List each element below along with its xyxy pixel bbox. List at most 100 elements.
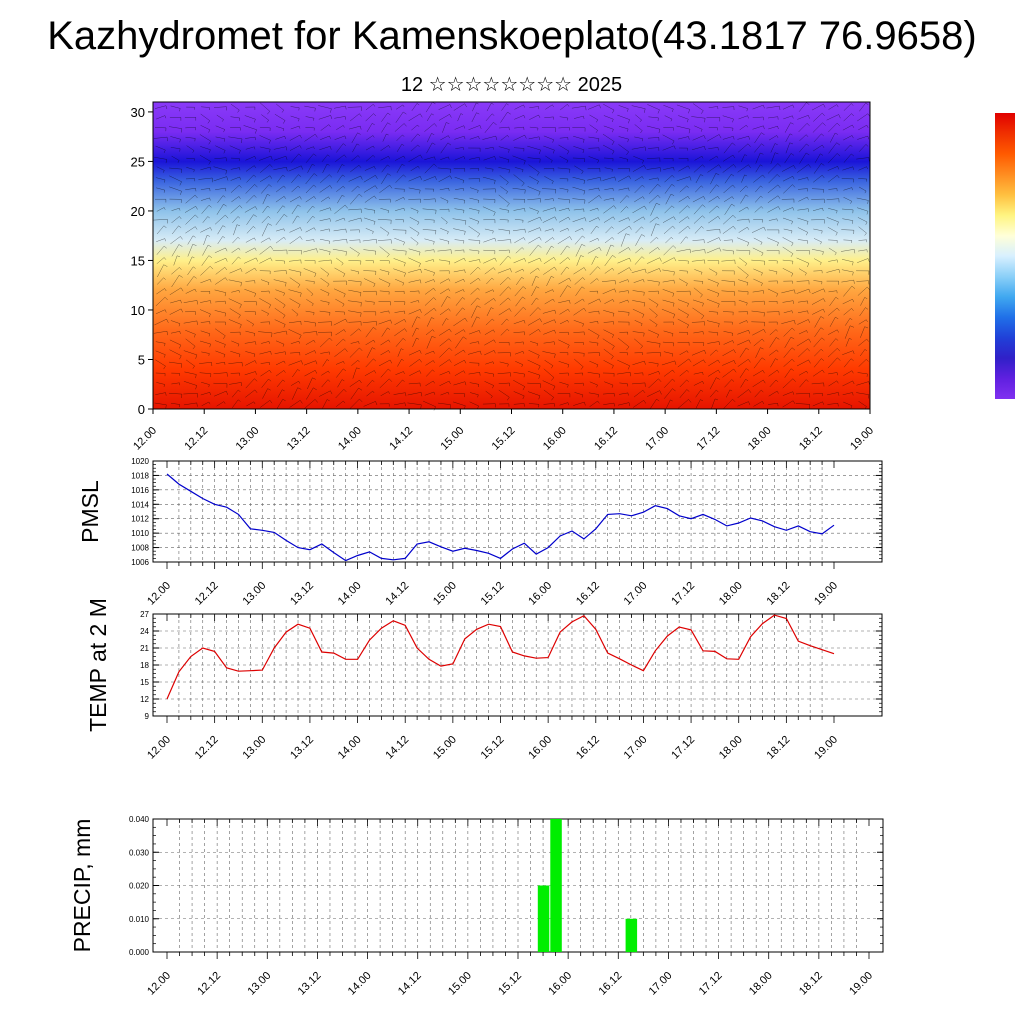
precip-ytick-label: 0.030: [129, 848, 150, 857]
precip-xtick-label: 12.00: [145, 970, 173, 998]
heatmap-xtick-label: 17.00: [643, 425, 671, 453]
heatmap-xtick-label: 14.00: [336, 425, 364, 453]
precip-xtick-label: 13.00: [245, 970, 273, 998]
precip-bar: [625, 918, 638, 953]
temp-xtick-label: 15.00: [431, 734, 459, 762]
temp-xtick-label: 12.12: [193, 734, 221, 762]
temp-xtick-label: 16.00: [526, 734, 554, 762]
temp-xtick-label: 18.00: [717, 734, 745, 762]
precip-panel: [152, 818, 884, 959]
pmsl-xtick-label: 17.12: [669, 580, 697, 608]
temp-ylabel: TEMP at 2 M: [85, 598, 111, 732]
pmsl-ytick-label: 1012: [131, 515, 149, 524]
precip-xtick-label: 13.12: [296, 970, 324, 998]
heatmap-xtick-label: 16.12: [592, 425, 620, 453]
precip-xtick-label: 12.12: [195, 970, 223, 998]
precip-ylabel: PRECIP, mm: [69, 819, 95, 953]
heatmap-xtick-label: 18.12: [797, 425, 825, 453]
precip-ytick-label: 0.000: [129, 948, 150, 957]
heatmap-xtick-label: 13.00: [234, 425, 262, 453]
precip-xtick-label: 16.00: [546, 970, 574, 998]
temp-xtick-label: 15.12: [479, 734, 507, 762]
temp-ytick-label: 27: [140, 610, 149, 619]
pmsl-series-line: [166, 473, 835, 562]
temp-ytick-label: 12: [140, 695, 149, 704]
temp-ytick-label: 24: [140, 627, 149, 636]
heatmap-ytick-label: 10: [131, 303, 145, 318]
pmsl-xtick-label: 15.12: [479, 580, 507, 608]
precip-bar: [537, 885, 550, 952]
temp-ytick-label: 18: [140, 661, 149, 670]
temp-panel: [152, 613, 883, 723]
pmsl-ytick-label: 1016: [131, 486, 149, 495]
pmsl-xtick-label: 16.00: [526, 580, 554, 608]
precip-xtick-label: 14.12: [396, 970, 424, 998]
temp-ytick-label: 21: [140, 644, 149, 653]
pmsl-xtick-label: 15.00: [431, 580, 459, 608]
heatmap-xtick-label: 13.12: [285, 425, 313, 453]
heatmap-field: [153, 102, 870, 409]
pmsl-ytick-label: 1010: [131, 529, 149, 538]
temp-xtick-label: 19.00: [812, 734, 840, 762]
precip-xtick-label: 18.12: [797, 970, 825, 998]
pmsl-xtick-label: 18.12: [765, 580, 793, 608]
colorbar: [995, 113, 1015, 399]
pmsl-xtick-label: 13.12: [288, 580, 316, 608]
heatmap-xtick-label: 12.12: [182, 425, 210, 453]
pmsl-xtick-label: 14.00: [336, 580, 364, 608]
pmsl-xtick-label: 12.12: [193, 580, 221, 608]
precip-ytick-label: 0.040: [129, 815, 150, 824]
temp-ytick-label: 15: [140, 678, 149, 687]
pmsl-ytick-label: 1018: [131, 471, 149, 480]
temp-xtick-label: 17.00: [622, 734, 650, 762]
pmsl-ytick-label: 1020: [131, 457, 149, 466]
pmsl-frame: [152, 460, 883, 563]
precip-xtick-label: 15.12: [496, 970, 524, 998]
temp-xtick-label: 14.12: [383, 734, 411, 762]
heatmap-ytick-label: 0: [138, 402, 145, 417]
heatmap-ytick-label: 25: [131, 154, 145, 169]
precip-xtick-label: 17.12: [697, 970, 725, 998]
precip-bar: [550, 819, 562, 952]
precip-xtick-label: 18.00: [747, 970, 775, 998]
page-subtitle: 12 ☆☆☆☆☆☆☆☆ 2025: [400, 74, 623, 96]
page-title: Kazhydromet for Kamenskoeplato(43.1817 7…: [47, 14, 977, 58]
heatmap-xtick-label: 17.12: [695, 425, 723, 453]
precip-xtick-label: 17.00: [647, 970, 675, 998]
pmsl-ytick-label: 1008: [131, 544, 149, 553]
pmsl-xtick-label: 13.00: [240, 580, 268, 608]
heatmap-xtick-label: 15.00: [438, 425, 466, 453]
precip-xtick-label: 16.12: [596, 970, 624, 998]
pmsl-xtick-label: 12.00: [145, 580, 173, 608]
precip-ytick-label: 0.010: [129, 915, 150, 924]
wind-vector-field: [153, 101, 871, 411]
precip-ytick-label: 0.020: [129, 882, 150, 891]
pmsl-ytick-label: 1006: [131, 558, 149, 567]
pmsl-xtick-label: 16.12: [574, 580, 602, 608]
temp-series-line: [166, 614, 835, 700]
temp-xtick-label: 13.00: [240, 734, 268, 762]
temp-xtick-label: 14.00: [336, 734, 364, 762]
temp-xtick-label: 13.12: [288, 734, 316, 762]
heatmap-xtick-label: 16.00: [541, 425, 569, 453]
heatmap-xtick-label: 14.12: [387, 425, 415, 453]
heatmap-ytick-label: 30: [131, 105, 145, 120]
pmsl-ylabel: PMSL: [77, 480, 103, 543]
heatmap-xtick-label: 19.00: [848, 425, 876, 453]
heatmap-ytick-label: 15: [131, 253, 145, 268]
pmsl-xtick-label: 18.00: [717, 580, 745, 608]
temp-xtick-label: 16.12: [574, 734, 602, 762]
temp-xtick-label: 18.12: [765, 734, 793, 762]
heatmap-ytick-label: 20: [131, 204, 145, 219]
temp-xtick-label: 12.00: [145, 734, 173, 762]
temp-ytick-label: 9: [145, 712, 150, 721]
heatmap-xtick-label: 18.00: [746, 425, 774, 453]
precip-xtick-label: 19.00: [847, 970, 875, 998]
precip-xtick-label: 14.00: [346, 970, 374, 998]
heatmap-xtick-label: 12.00: [131, 425, 159, 453]
heatmap-xtick-label: 15.12: [490, 425, 518, 453]
pmsl-xtick-label: 17.00: [622, 580, 650, 608]
temp-xtick-label: 17.12: [669, 734, 697, 762]
wind-barbs: [153, 101, 871, 411]
